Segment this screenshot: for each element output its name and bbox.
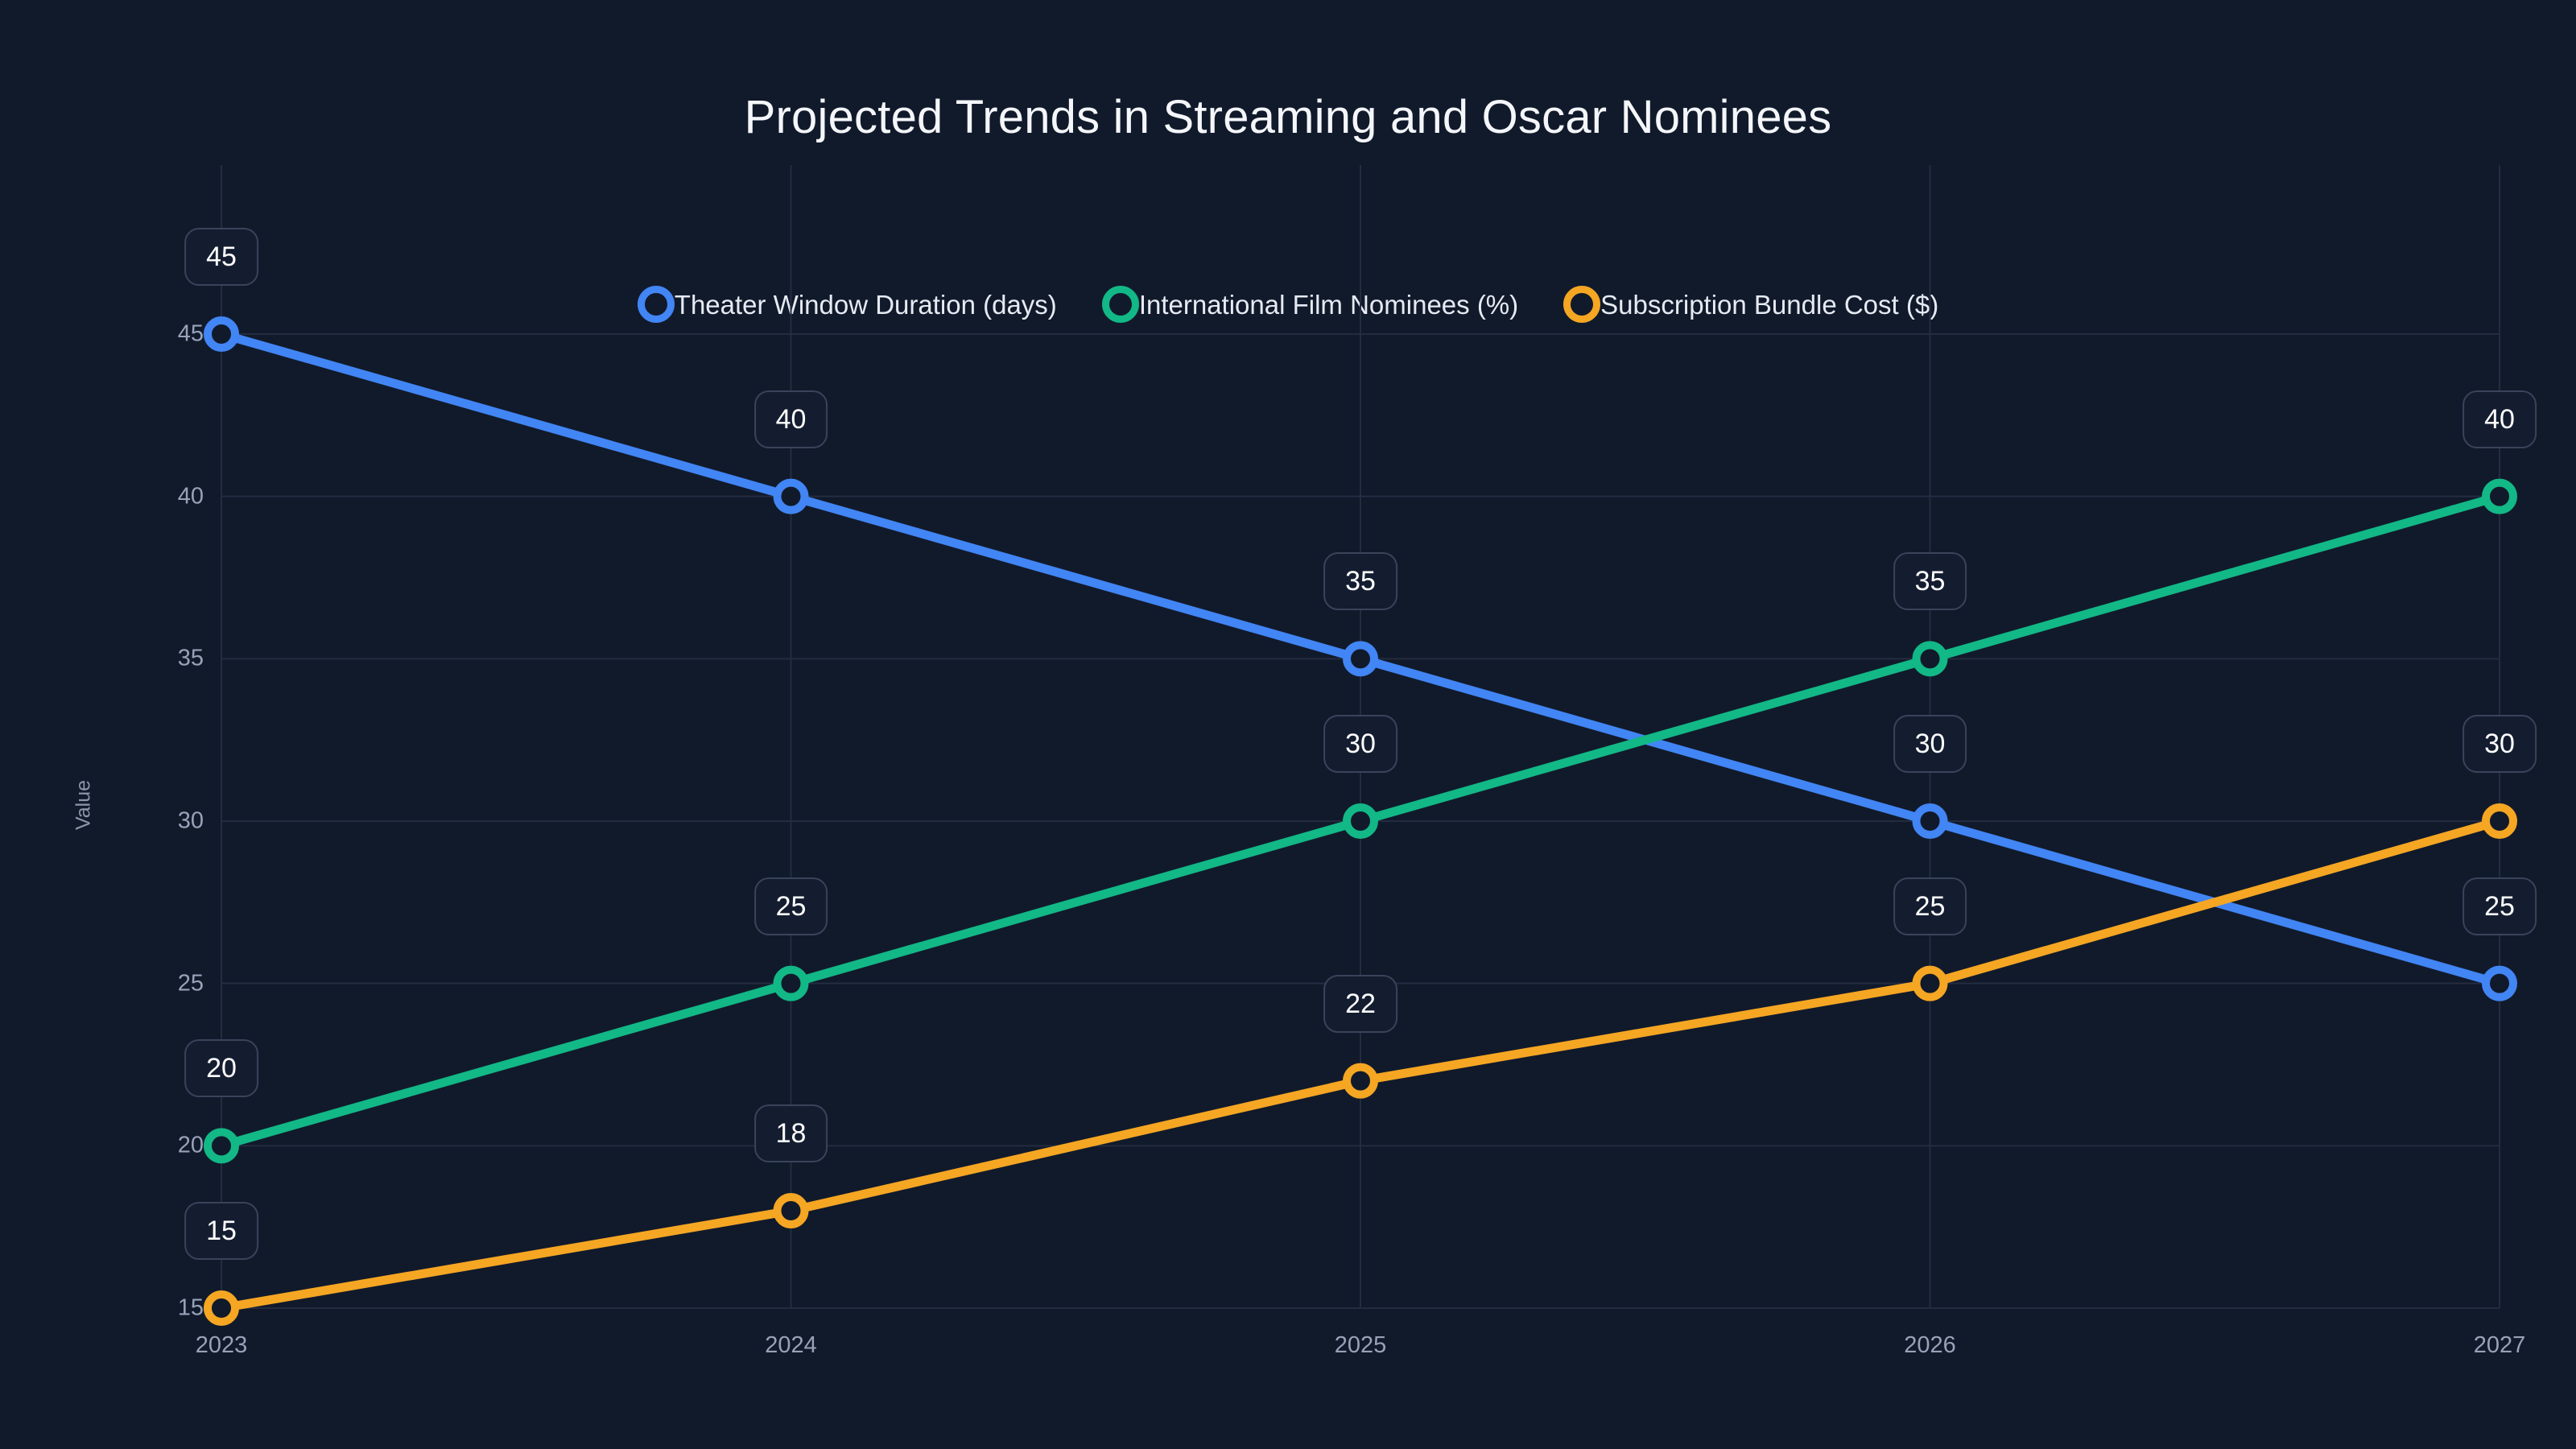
data-point-label: 22 xyxy=(1323,974,1397,1033)
data-point-marker[interactable] xyxy=(773,965,809,1001)
chart-legend: Theater Window Duration (days) Internatio… xyxy=(0,286,2576,323)
data-point-label: 45 xyxy=(184,228,258,286)
chart-title: Projected Trends in Streaming and Oscar … xyxy=(744,91,1832,143)
x-axis-tick-label: 2026 xyxy=(1904,1332,1956,1358)
x-axis-tick-label: 2025 xyxy=(1334,1332,1387,1358)
data-point-marker[interactable] xyxy=(204,316,239,352)
data-point-marker[interactable] xyxy=(1912,965,1948,1001)
legend-item-1[interactable]: Theater Window Duration (days) xyxy=(637,286,1057,323)
data-point-marker[interactable] xyxy=(1912,641,1948,677)
data-point-marker[interactable] xyxy=(1912,803,1948,839)
y-axis-tick-label: 20 xyxy=(177,1132,204,1158)
data-point-label: 25 xyxy=(1893,877,1967,935)
y-axis-tick-label: 35 xyxy=(177,645,204,671)
x-axis-tick-label: 2023 xyxy=(195,1332,248,1358)
data-point-label: 15 xyxy=(184,1202,258,1260)
data-point-marker[interactable] xyxy=(773,478,809,514)
x-axis-tick-label: 2027 xyxy=(2473,1332,2526,1358)
data-point-label: 30 xyxy=(1323,715,1397,773)
data-point-marker[interactable] xyxy=(2482,478,2517,514)
data-point-marker[interactable] xyxy=(2482,803,2517,839)
legend-item-2[interactable]: International Film Nominees (%) xyxy=(1101,286,1519,323)
data-point-marker[interactable] xyxy=(1343,641,1378,677)
data-point-label: 25 xyxy=(2462,877,2537,935)
data-point-marker[interactable] xyxy=(1343,803,1378,839)
legend-marker-icon xyxy=(1101,286,1139,323)
legend-marker-icon xyxy=(1563,286,1601,323)
data-point-label: 35 xyxy=(1893,552,1967,611)
legend-item-label: Theater Window Duration (days) xyxy=(674,289,1057,320)
data-point-label: 40 xyxy=(2462,390,2537,448)
data-point-marker[interactable] xyxy=(204,1290,239,1326)
data-point-label: 25 xyxy=(753,877,828,935)
data-point-label: 30 xyxy=(2462,715,2537,773)
x-axis-tick-label: 2024 xyxy=(765,1332,817,1358)
legend-item-label: Subscription Bundle Cost ($) xyxy=(1600,289,1939,320)
data-point-label: 20 xyxy=(184,1039,258,1098)
data-point-marker[interactable] xyxy=(204,1128,239,1164)
legend-item-3[interactable]: Subscription Bundle Cost ($) xyxy=(1563,286,1938,323)
data-point-label: 35 xyxy=(1323,552,1397,611)
data-point-label: 18 xyxy=(753,1104,828,1162)
data-point-marker[interactable] xyxy=(773,1193,809,1228)
y-axis-tick-label: 40 xyxy=(177,483,204,510)
y-axis-tick-label: 25 xyxy=(177,970,204,997)
data-point-marker[interactable] xyxy=(2482,965,2517,1001)
y-axis-tick-label: 15 xyxy=(177,1294,204,1321)
data-point-marker[interactable] xyxy=(1343,1063,1378,1099)
y-axis-tick-label: 45 xyxy=(177,320,204,347)
data-point-label: 30 xyxy=(1893,715,1967,773)
data-point-label: 40 xyxy=(753,390,828,448)
y-axis-tick-label: 30 xyxy=(177,807,204,834)
legend-item-label: International Film Nominees (%) xyxy=(1138,289,1519,320)
legend-marker-icon xyxy=(637,286,675,323)
